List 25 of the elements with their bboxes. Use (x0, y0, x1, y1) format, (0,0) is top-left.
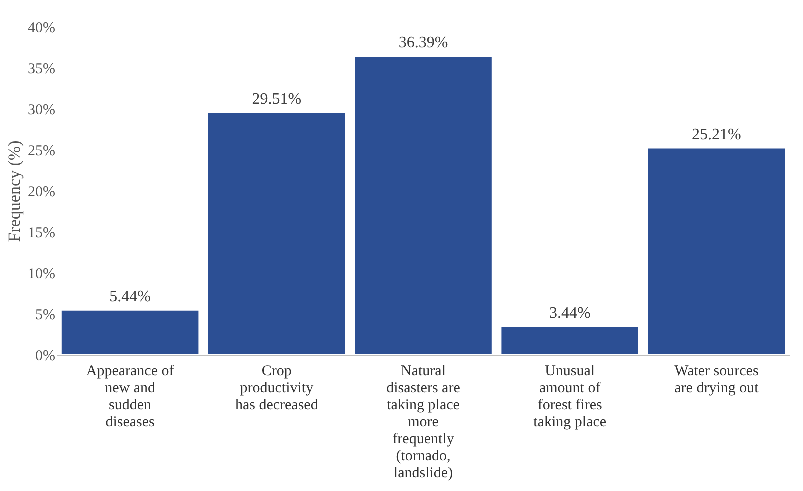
bar (208, 112, 346, 356)
y-axis-title: Frequency (%) (5, 140, 24, 242)
bar (354, 56, 493, 356)
x-tick-label: Unusual amount of forest fires taking place (534, 364, 607, 430)
y-tick-label: 0% (36, 348, 56, 364)
bar (60, 310, 200, 356)
data-label: 3.44% (549, 304, 591, 322)
y-tick-label: 25% (28, 144, 56, 160)
data-label: 25.21% (692, 126, 742, 144)
y-tick-label: 5% (36, 308, 56, 324)
y-tick-label: 15% (28, 226, 56, 242)
x-tick-label: Natural disasters are taking place more frequently (tornado, landslide) (386, 364, 461, 482)
bar (500, 326, 640, 356)
data-label: 29.51% (252, 91, 302, 108)
y-tick-label: 30% (28, 102, 56, 118)
y-tick-label: 40% (28, 20, 56, 36)
data-label: 5.44% (110, 288, 151, 306)
y-tick-label: 35% (28, 62, 56, 78)
x-tick-label: Appearance of new and sudden diseases (86, 364, 174, 430)
y-tick-label: 20% (28, 184, 56, 200)
y-tick-label: 10% (28, 266, 56, 282)
bar (647, 148, 786, 356)
x-tick-label: Water sources are drying out (674, 364, 760, 396)
data-label: 36.39% (398, 34, 448, 52)
x-tick-label: Crop productivity has decreased (235, 364, 319, 414)
